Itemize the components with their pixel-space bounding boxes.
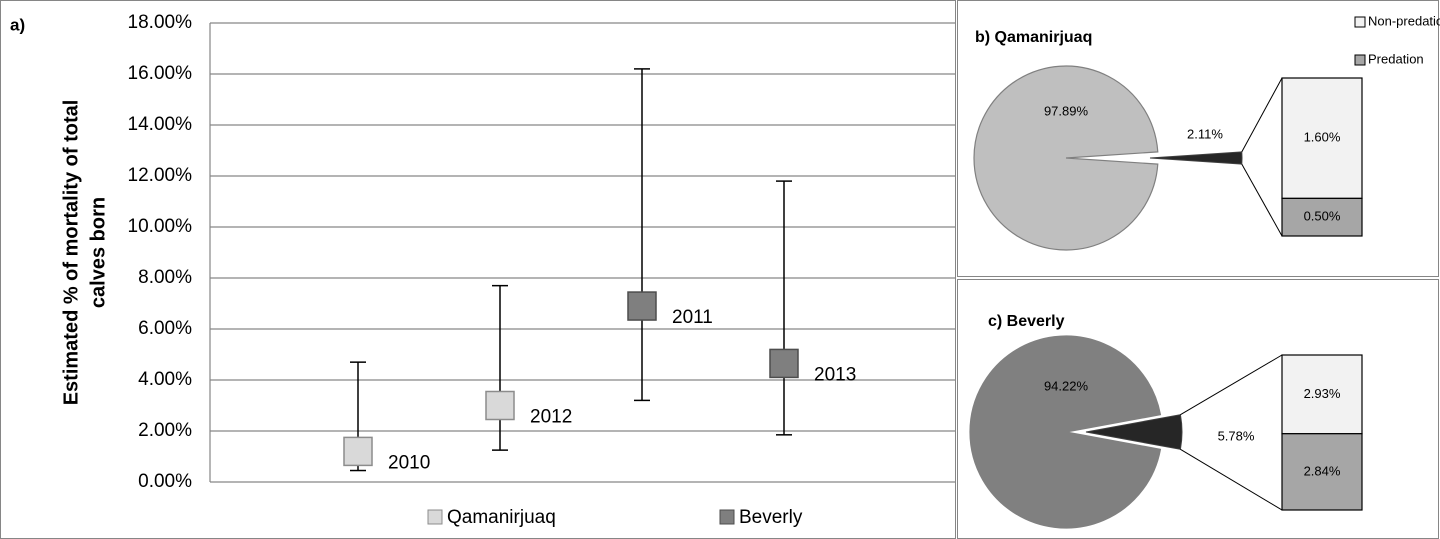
y-tick-label: 12.00% [128, 165, 193, 186]
legend-label: Qamanirjuaq [447, 507, 556, 528]
y-tick-label: 2.00% [138, 420, 192, 441]
point-label: 2010 [388, 452, 430, 473]
y-axis-label: Estimated % of mortality of total [60, 100, 82, 406]
breakdown-bar [1281, 433, 1363, 511]
point-label: 2012 [530, 407, 572, 428]
legend-label: Non-predation [1368, 13, 1440, 28]
breakdown-label: 1.60% [1304, 130, 1341, 145]
legend-label: Beverly [739, 507, 803, 528]
connector [1180, 354, 1283, 416]
breakdown-label: 0.50% [1304, 209, 1341, 224]
connector [1241, 163, 1283, 237]
legend-swatch [1354, 16, 1366, 28]
breakdown-bar [1281, 197, 1363, 237]
marker [627, 291, 657, 321]
panel-title: b) Qamanirjuaq [975, 29, 1092, 46]
panel-title: c) Beverly [988, 313, 1065, 330]
legend-swatch [1354, 54, 1366, 66]
y-tick-label: 16.00% [128, 63, 193, 84]
pie-slice [973, 65, 1159, 251]
pie-slice [1085, 414, 1183, 450]
marker [485, 390, 515, 421]
legend-swatch [719, 509, 735, 525]
y-tick-label: 6.00% [138, 318, 192, 339]
pie-slice [1149, 151, 1243, 165]
y-tick-label: 18.00% [128, 12, 193, 33]
pie-slice [969, 335, 1162, 529]
legend-label: Predation [1368, 51, 1424, 66]
connector [1180, 448, 1283, 511]
point-label: 2011 [672, 307, 713, 328]
value-label: 5.78% [1218, 428, 1255, 443]
value-label: 94.22% [1044, 378, 1089, 393]
y-tick-label: 4.00% [138, 369, 192, 390]
breakdown-label: 2.84% [1304, 463, 1341, 478]
y-tick-label: 0.00% [138, 471, 192, 492]
breakdown-bar [1281, 354, 1363, 435]
marker [769, 348, 799, 379]
y-tick-label: 14.00% [128, 114, 193, 135]
marker [343, 436, 373, 467]
connector [1241, 77, 1283, 153]
breakdown-label: 2.93% [1304, 386, 1341, 401]
value-label: 97.89% [1044, 103, 1089, 118]
y-axis-label: calves born [87, 197, 109, 308]
panel-a-frame [0, 0, 956, 539]
y-tick-label: 8.00% [138, 267, 192, 288]
value-label: 2.11% [1187, 126, 1223, 141]
y-tick-label: 10.00% [128, 216, 193, 237]
point-label: 2013 [814, 364, 856, 385]
legend-swatch [427, 509, 443, 525]
panel-title: a) [10, 15, 25, 34]
